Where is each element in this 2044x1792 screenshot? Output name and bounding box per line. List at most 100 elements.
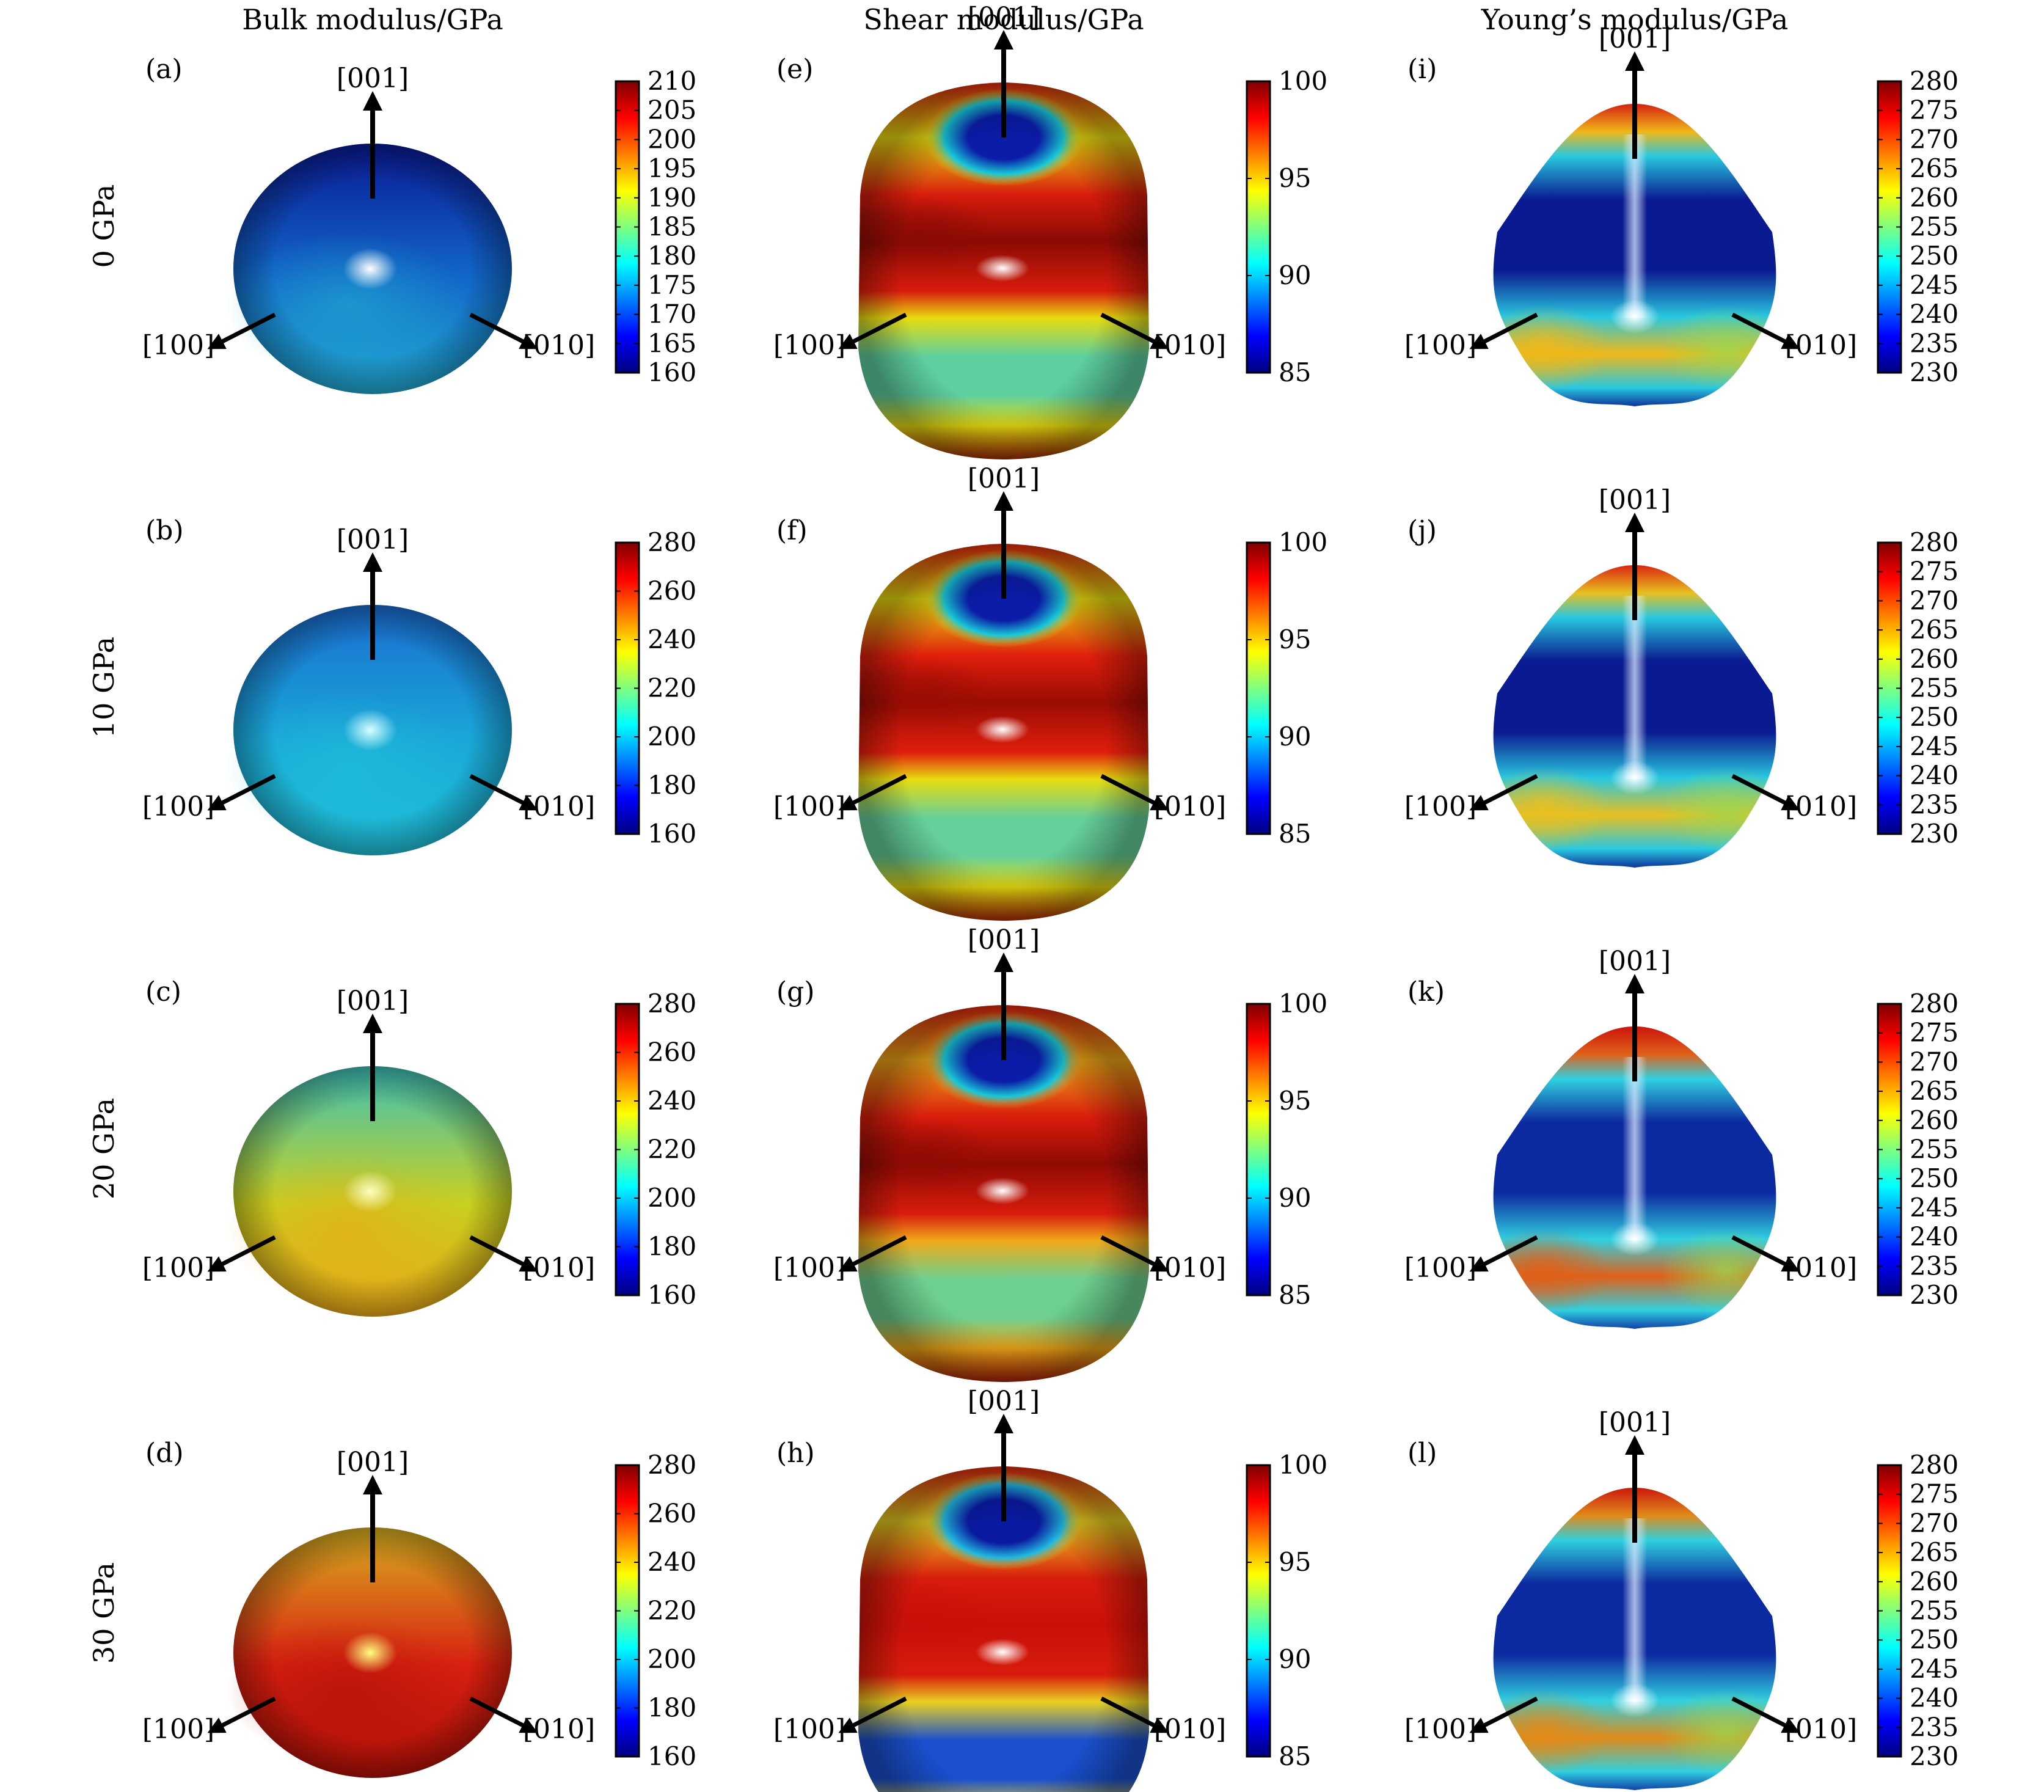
colorbar: 280 260 240 220 200 180 160 [615, 527, 696, 849]
colorbar-tick-label: 160 [648, 1280, 696, 1310]
colorbar-tick-label: 95 [1279, 163, 1311, 193]
axis-label-010: [010] [1785, 330, 1857, 361]
axis-100-arrow [207, 1235, 276, 1272]
colorbar-tick-label: 260 [648, 576, 696, 606]
axis-label-010: [010] [1785, 1253, 1857, 1284]
axis-100-arrow [1469, 773, 1538, 811]
colorbar-tick-label: 240 [1910, 1222, 1958, 1252]
axis-010-arrow [469, 312, 538, 349]
panel-label: (b) [145, 515, 184, 546]
colorbar-tick-label: 235 [1910, 789, 1958, 819]
modulus-surface [226, 1527, 512, 1778]
colorbar-tick-label: 235 [1910, 328, 1958, 358]
colorbar-tick-label: 180 [648, 1232, 696, 1262]
colorbar-tick-label: 170 [648, 299, 696, 329]
colorbar-tick-label: 245 [1910, 270, 1958, 300]
axis-100-arrow [838, 312, 907, 349]
axis-010-arrow [1100, 1235, 1169, 1272]
panel-a: (a) [001][100] [010]2102052001951901851801… [142, 54, 696, 394]
axis-label-100: [100] [773, 791, 845, 822]
colorbar-tick-label: 165 [648, 328, 696, 358]
colorbar-tick-label: 180 [648, 1693, 696, 1723]
colorbar: 280 260 240 220 200 180 160 [615, 989, 696, 1310]
axis-label-010: [010] [523, 791, 595, 822]
row-header-30gpa: 30 GPa [87, 1562, 120, 1664]
axis-label-100: [100] [142, 1714, 214, 1745]
colorbar-tick-label: 250 [1910, 1625, 1958, 1655]
axis-label-100: [100] [773, 1714, 845, 1745]
panel-label: (f) [776, 515, 808, 546]
modulus-surface [858, 82, 1149, 459]
colorbar-tick-label: 255 [1910, 1135, 1958, 1165]
colorbar-tick-label: 250 [1910, 241, 1958, 271]
colorbar-tick-label: 90 [1279, 1183, 1311, 1213]
axis-010-arrow [469, 773, 538, 811]
axis-100-arrow [1469, 1235, 1538, 1272]
column-header-bulk: Bulk modulus/GPa [242, 3, 503, 36]
panel-b: (b) [001] [100] [010] 280 260 240 220 200 180 160 [142, 515, 696, 855]
crystal-axes: [001] [100] [010] [1404, 946, 1857, 1284]
axis-010-arrow [469, 1235, 538, 1272]
colorbar-tick-label: 250 [1910, 1163, 1958, 1193]
colorbar-tick-label: 230 [1910, 1741, 1958, 1771]
colorbar-tick-label: 200 [648, 1183, 696, 1213]
colorbar-tick-label: 230 [1910, 819, 1958, 849]
colorbar-tick-label: 90 [1279, 260, 1311, 290]
colorbar-tick-label: 270 [1910, 1508, 1958, 1538]
axis-label-001: [001] [1599, 1407, 1671, 1438]
colorbar-tick-label: 180 [648, 770, 696, 800]
panel-label: (c) [145, 976, 181, 1008]
axis-label-100: [100] [1404, 330, 1476, 361]
colorbar-tick-label: 100 [1279, 1450, 1327, 1480]
axis-label-001: [001] [1599, 23, 1671, 54]
modulus-surface [858, 1466, 1149, 1792]
colorbar-tick-label: 195 [648, 153, 696, 183]
axis-label-010: [010] [1154, 1714, 1226, 1745]
panel-label: (a) [145, 54, 183, 85]
colorbar-tick-label: 240 [648, 624, 696, 654]
colorbar-tick-label: 280 [1910, 1450, 1958, 1480]
panel-label: (j) [1407, 515, 1437, 546]
colorbar-tick-label: 240 [1910, 1683, 1958, 1713]
crystal-axes: [001] [100] [010] [773, 2, 1226, 361]
colorbar-tick-label: 220 [648, 673, 696, 703]
axis-100-arrow [207, 312, 276, 349]
panel-e: (e) [001] [100] [010] 100 95 90 85 [773, 2, 1327, 459]
axis-010-arrow [1100, 773, 1169, 811]
colorbar: 100 95 90 85 [1246, 989, 1327, 1310]
crystal-axes: [001] [100] [010] [142, 63, 595, 361]
axis-label-100: [100] [773, 330, 845, 361]
axis-label-100: [100] [1404, 1253, 1476, 1284]
panel-label: (g) [776, 976, 815, 1008]
axis-label-001: [001] [1599, 946, 1671, 977]
axis-label-001: [001] [337, 524, 409, 555]
colorbar-tick-label: 265 [1910, 1076, 1958, 1106]
colorbar-tick-label: 260 [1910, 183, 1958, 213]
axis-010-arrow [1731, 773, 1800, 811]
colorbar-tick-label: 85 [1279, 1280, 1311, 1310]
colorbar-tick-label: 280 [1910, 66, 1958, 96]
axis-label-100: [100] [142, 330, 214, 361]
panel-i: (i)[001][100] [010]2802752702652602552502… [1404, 23, 1958, 406]
colorbar-tick-label: 240 [648, 1547, 696, 1577]
axis-label-001: [001] [1599, 485, 1671, 516]
axis-label-010: [010] [523, 330, 595, 361]
colorbar-tick-label: 255 [1910, 1596, 1958, 1626]
panel-j: (j)[001][100] [010]2802752702652602552502… [1404, 485, 1958, 868]
axis-label-100: [100] [773, 1253, 845, 1284]
colorbar-tick-label: 280 [1910, 527, 1958, 557]
colorbar-tick-label: 245 [1910, 1654, 1958, 1684]
colorbar-tick-label: 255 [1910, 673, 1958, 703]
colorbar-tick-label: 175 [648, 270, 696, 300]
crystal-axes: [001] [100] [010] [1404, 1407, 1857, 1745]
panel-c: (c) [001] [100] [010] 280 260 240 220 200 180 160 [142, 976, 696, 1317]
colorbar-tick-label: 200 [648, 722, 696, 752]
axis-label-010: [010] [1785, 791, 1857, 822]
colorbar-tick-label: 265 [1910, 153, 1958, 183]
colorbar-tick-label: 280 [648, 989, 696, 1019]
colorbar-tick-label: 240 [1910, 299, 1958, 329]
modulus-surface [226, 605, 512, 855]
axis-label-010: [010] [1154, 791, 1226, 822]
